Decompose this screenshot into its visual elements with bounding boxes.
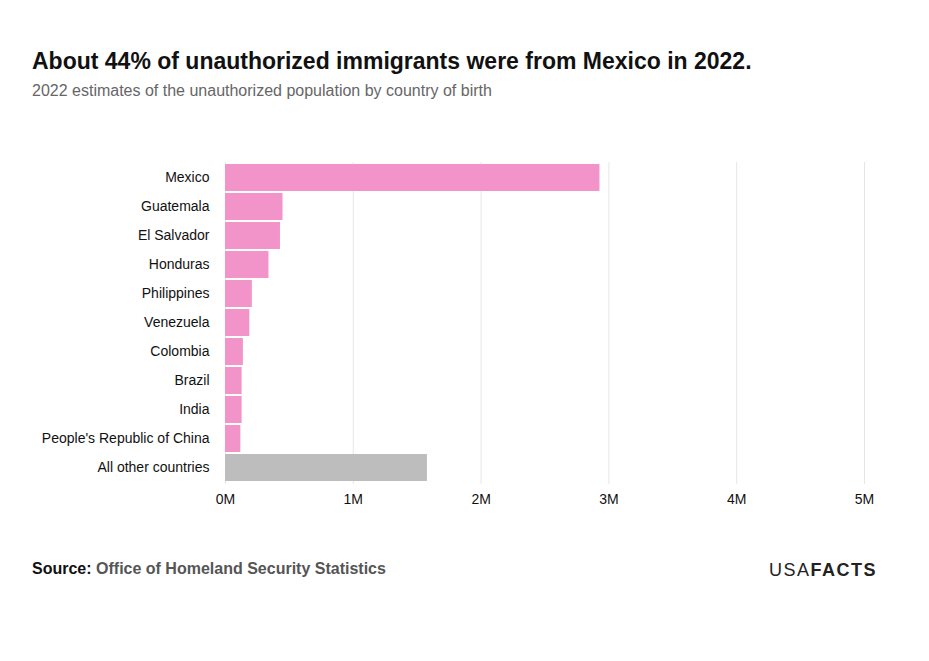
html-text:2022 estimates of the unauthor: 2022 estimates of the unauthorized popul… [32, 82, 492, 99]
svg-text:People's Republic of China: People's Republic of China [42, 430, 210, 446]
svg-text:Colombia: Colombia [150, 343, 209, 359]
svg-text:3M: 3M [599, 491, 618, 507]
svg-text:Brazil: Brazil [174, 372, 209, 388]
svg-text:All other countries: All other countries [97, 459, 209, 475]
html-text:USA FACTS: USA FACTS [769, 560, 877, 580]
svg-text:4M: 4M [727, 491, 746, 507]
svg-text:Honduras: Honduras [149, 256, 210, 272]
svg-text:0M: 0M [216, 491, 235, 507]
svg-text:Mexico: Mexico [165, 169, 210, 185]
svg-text:5M: 5M [855, 491, 874, 507]
svg-text:1M: 1M [344, 491, 363, 507]
svg-text:India: India [179, 401, 210, 417]
svg-text:2M: 2M [471, 491, 490, 507]
svg-text:El Salvador: El Salvador [138, 227, 210, 243]
html-text:About 44% of unauthorized immi: About 44% of unauthorized immigrants wer… [32, 48, 752, 74]
svg-text:Philippines: Philippines [142, 285, 210, 301]
html-text:Source: Office of Homeland Sec: Source: Office of Homeland Security Stat… [32, 560, 386, 577]
svg-text:Guatemala: Guatemala [141, 198, 210, 214]
svg-text:Venezuela: Venezuela [144, 314, 210, 330]
